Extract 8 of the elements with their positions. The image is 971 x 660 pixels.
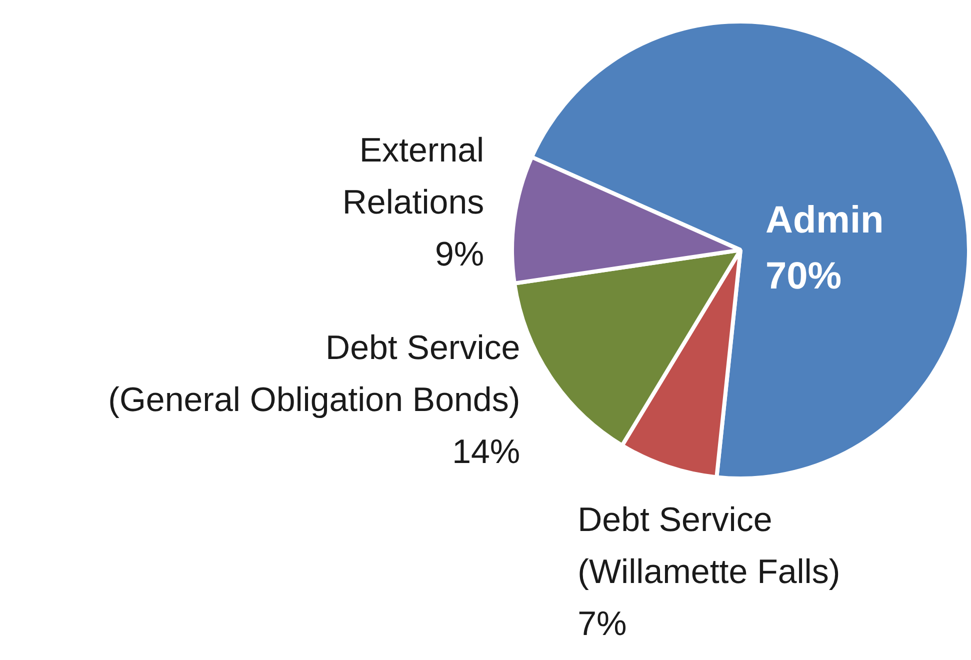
data-label: 70%: [766, 255, 842, 298]
slice-label: Admin: [766, 199, 884, 242]
slice-label: Debt Service (General Obligation Bonds): [108, 328, 520, 419]
slice-label: External Relations: [342, 131, 484, 222]
data-label: 7%: [578, 604, 627, 643]
data-label: 14%: [452, 432, 520, 471]
slice-label: Debt Service (Willamette Falls): [578, 500, 840, 591]
data-label: 9%: [434, 235, 484, 274]
